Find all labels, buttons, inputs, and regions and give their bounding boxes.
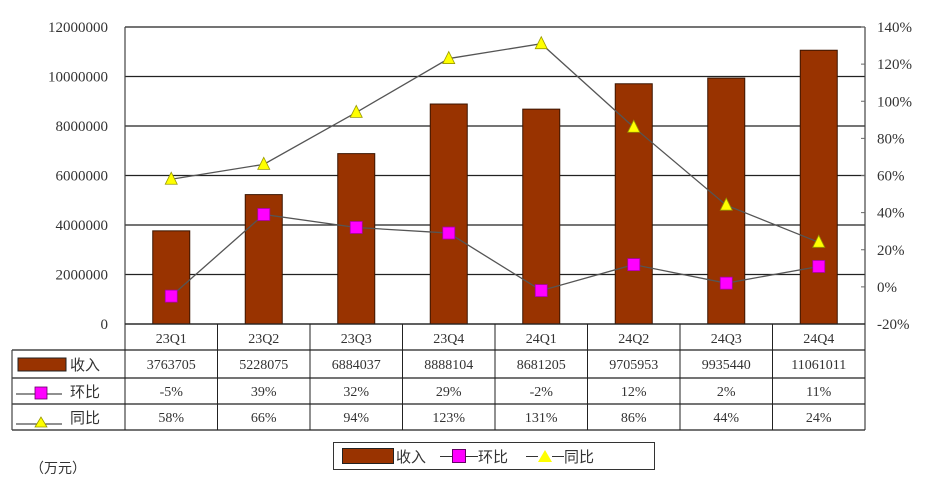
revenue-bar: [337, 153, 376, 325]
square-marker-icon: [257, 208, 271, 221]
table-cell: 94%: [343, 411, 369, 426]
table-cell: 5228075: [239, 358, 288, 373]
y-tick-label: 8000000: [56, 119, 109, 135]
triangle-marker-icon: [719, 197, 733, 211]
legend-item-yoy: 同比: [526, 446, 594, 467]
legend-item-qoq: 环比: [440, 446, 508, 467]
right-y-axis: 140% 120% 100% 80% 60% 40% 20% 0% -20%: [861, 20, 912, 333]
y2-tick-label: -20%: [877, 317, 910, 333]
y2-tick-label: 120%: [877, 57, 912, 73]
category-label: 23Q1: [156, 332, 187, 347]
yoy-line: [171, 43, 819, 243]
revenue-bars: [152, 49, 838, 325]
table-cell: 39%: [251, 385, 277, 400]
ratio-lines: [164, 35, 826, 303]
table-cell: 6884037: [332, 358, 381, 373]
category-label: 23Q4: [433, 332, 464, 347]
table-cell: 32%: [343, 385, 369, 400]
triangle-marker-icon: [812, 234, 826, 248]
y-tick-label: 10000000: [48, 70, 108, 86]
y2-tick-label: 100%: [877, 94, 912, 110]
triangle-marker-icon: [164, 171, 178, 185]
y2-tick-label: 20%: [877, 243, 905, 259]
table-cell: 86%: [621, 411, 647, 426]
y2-tick-label: 60%: [877, 169, 905, 185]
table-cell: 9935440: [702, 358, 751, 373]
revenue-bar: [799, 49, 838, 325]
square-marker-icon: [719, 276, 733, 290]
table-cell: 8888104: [424, 358, 473, 373]
left-y-axis: 12000000 10000000 8000000 6000000 4000000 200…: [48, 20, 108, 333]
table-cell: 2%: [717, 385, 736, 400]
table-cell: -2%: [530, 385, 554, 400]
square-marker-icon: [442, 226, 456, 240]
y2-tick-label: 0%: [877, 280, 897, 296]
bar-swatch-icon: [342, 448, 394, 464]
y-tick-label: 2000000: [56, 268, 109, 284]
table-cell: 11%: [806, 385, 831, 400]
table-cell: 9705953: [609, 358, 658, 373]
table-cell: -5%: [160, 385, 184, 400]
revenue-bar: [614, 83, 653, 325]
table-cell: 131%: [525, 411, 558, 426]
square-marker-icon: [534, 284, 548, 297]
y2-tick-label: 40%: [877, 206, 905, 222]
row-label: 环比: [70, 383, 100, 401]
square-marker-icon: [627, 258, 641, 272]
triangle-marker-icon: [34, 416, 48, 428]
triangle-marker-icon: [538, 450, 553, 462]
y2-tick-label: 140%: [877, 20, 912, 36]
table-cell: 123%: [432, 411, 465, 426]
y-tick-label: 6000000: [56, 169, 109, 185]
square-marker-icon: [349, 221, 363, 234]
triangle-marker-icon: [627, 119, 641, 133]
table-cell: 58%: [158, 411, 184, 426]
y-tick-label: 12000000: [48, 20, 108, 36]
category-label: 24Q4: [803, 332, 834, 347]
legend-item-revenue: 收入: [342, 446, 426, 467]
legend-label: 环比: [478, 447, 509, 466]
table-cell: 24%: [806, 411, 832, 426]
legend-label: 收入: [396, 447, 427, 466]
triangle-marker-icon: [349, 104, 363, 118]
table-cell: 44%: [713, 411, 739, 426]
category-label: 24Q3: [711, 332, 742, 347]
table-cell: 11061011: [791, 358, 846, 373]
category-label: 24Q1: [526, 332, 557, 347]
y-tick-label: 4000000: [56, 218, 109, 234]
y-tick-label: 0: [101, 317, 109, 333]
table-cell: 3763705: [147, 358, 196, 373]
revenue-bar: [429, 103, 468, 325]
legend: 收入 环比 同比: [333, 442, 655, 470]
category-label: 23Q2: [248, 332, 279, 347]
table-cell: 8681205: [517, 358, 566, 373]
square-marker-icon: [34, 386, 48, 400]
qoq-line: [170, 213, 819, 297]
table-cell: 12%: [621, 385, 647, 400]
category-label: 24Q2: [618, 332, 649, 347]
revenue-bar: [152, 230, 191, 325]
data-table: 23Q1 23Q2 23Q3 23Q4 24Q1 24Q2 24Q3 24Q4 收入 376370…: [11, 323, 865, 431]
row-label: 收入: [70, 356, 100, 374]
legend-label: 同比: [564, 447, 595, 466]
unit-label: （万元）: [30, 461, 86, 477]
category-label: 23Q3: [341, 332, 372, 347]
triangle-marker-icon: [257, 156, 271, 170]
square-marker-icon: [812, 260, 826, 273]
table-cell: 66%: [251, 411, 277, 426]
bar-swatch-icon: [17, 357, 67, 372]
y2-tick-label: 80%: [877, 131, 905, 147]
triangle-marker-icon: [534, 35, 548, 50]
square-marker-icon: [452, 449, 467, 463]
triangle-marker-icon: [442, 50, 456, 64]
table-cell: 29%: [436, 385, 462, 400]
square-marker-icon: [164, 289, 178, 303]
row-label: 同比: [70, 409, 100, 427]
